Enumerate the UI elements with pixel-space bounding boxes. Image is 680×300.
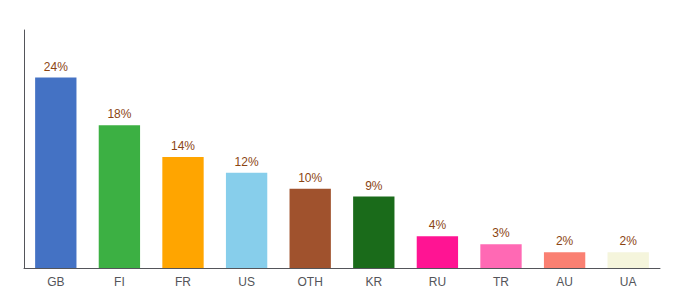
svg-text:FR: FR (175, 275, 191, 289)
svg-text:4%: 4% (429, 218, 447, 232)
svg-text:KR: KR (365, 275, 382, 289)
svg-text:FI: FI (114, 275, 125, 289)
svg-text:2%: 2% (620, 234, 638, 248)
svg-text:TR: TR (493, 275, 509, 289)
svg-text:GB: GB (47, 275, 64, 289)
svg-text:2%: 2% (556, 234, 574, 248)
svg-text:OTH: OTH (298, 275, 323, 289)
svg-text:24%: 24% (44, 60, 68, 74)
svg-text:AU: AU (556, 275, 573, 289)
svg-text:UA: UA (620, 275, 637, 289)
svg-text:3%: 3% (492, 226, 510, 240)
svg-text:14%: 14% (171, 139, 195, 153)
svg-text:US: US (238, 275, 255, 289)
svg-text:12%: 12% (235, 155, 259, 169)
svg-text:RU: RU (429, 275, 446, 289)
svg-text:10%: 10% (298, 171, 322, 185)
svg-text:18%: 18% (107, 107, 131, 121)
svg-text:9%: 9% (365, 179, 383, 193)
